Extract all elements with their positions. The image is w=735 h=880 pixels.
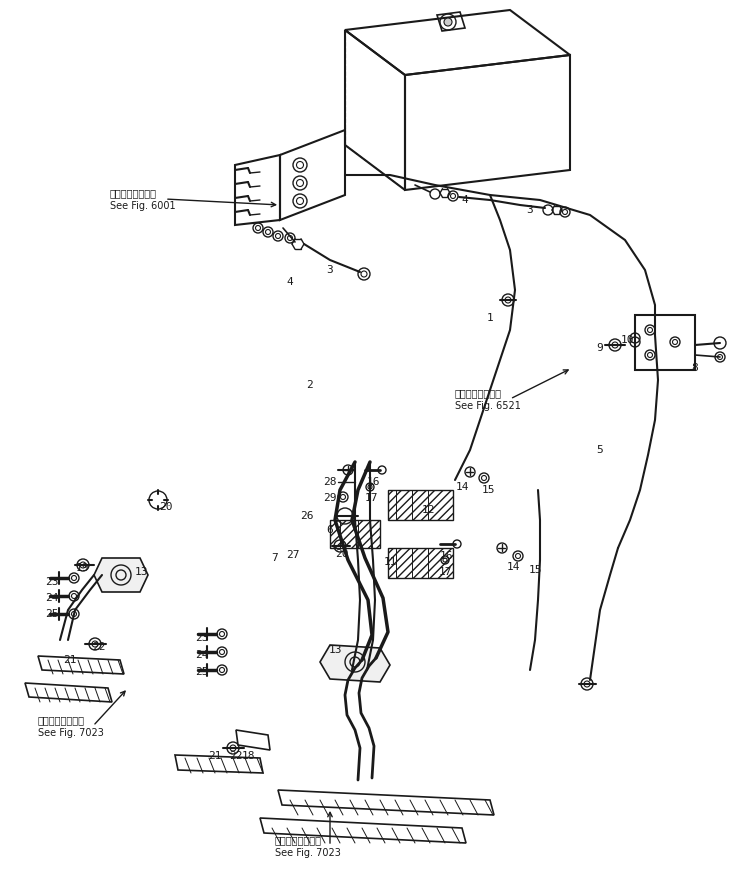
Text: 14: 14 — [506, 562, 520, 572]
Text: 1: 1 — [487, 313, 493, 323]
Text: 第６００１図参照: 第６００１図参照 — [110, 188, 157, 198]
Bar — [388, 490, 453, 520]
Text: 15: 15 — [481, 485, 495, 495]
Text: 14: 14 — [455, 482, 469, 492]
Text: 28: 28 — [323, 477, 337, 487]
Text: 15: 15 — [528, 565, 542, 575]
Text: 4: 4 — [287, 277, 293, 287]
Text: 16: 16 — [366, 477, 380, 487]
Text: 29: 29 — [323, 493, 337, 503]
Text: See Fig. 6521: See Fig. 6521 — [455, 401, 521, 411]
Text: 第７０２３図参照: 第７０２３図参照 — [275, 835, 322, 845]
Text: See Fig. 7023: See Fig. 7023 — [275, 848, 341, 858]
Text: 16: 16 — [440, 551, 453, 561]
Text: 第７０２３図参照: 第７０２３図参照 — [38, 715, 85, 725]
Polygon shape — [320, 645, 390, 682]
Text: 21: 21 — [63, 655, 76, 665]
Text: 24: 24 — [196, 650, 209, 660]
Text: 26: 26 — [301, 511, 314, 521]
Text: 13: 13 — [135, 567, 148, 577]
Text: 20: 20 — [159, 502, 173, 512]
Text: 25: 25 — [46, 609, 59, 619]
Text: 5: 5 — [597, 445, 603, 455]
Text: 13: 13 — [329, 645, 342, 655]
Text: 第６５２１図参照: 第６５２１図参照 — [455, 388, 502, 398]
Text: 25: 25 — [196, 667, 209, 677]
Text: 22: 22 — [229, 751, 243, 761]
Text: 4: 4 — [462, 195, 468, 205]
Text: 11: 11 — [383, 557, 397, 567]
Bar — [330, 520, 380, 548]
Text: 9: 9 — [597, 343, 603, 353]
Text: 2: 2 — [306, 380, 313, 390]
Text: 10: 10 — [620, 335, 634, 345]
Text: 17: 17 — [438, 567, 452, 577]
Bar — [388, 548, 453, 578]
Text: 7: 7 — [272, 553, 279, 563]
Text: 20: 20 — [335, 549, 348, 559]
Text: 24: 24 — [46, 593, 59, 603]
Text: 6: 6 — [326, 525, 334, 535]
Text: See Fig. 6001: See Fig. 6001 — [110, 201, 176, 211]
Text: 21: 21 — [208, 751, 222, 761]
Text: 19: 19 — [75, 563, 89, 573]
Text: 22: 22 — [93, 642, 106, 652]
Text: 18: 18 — [241, 751, 255, 761]
Text: See Fig. 7023: See Fig. 7023 — [38, 728, 104, 738]
Text: 3: 3 — [326, 265, 334, 275]
Circle shape — [444, 18, 452, 26]
Text: 12: 12 — [421, 505, 434, 515]
Text: 8: 8 — [692, 363, 698, 373]
Text: 17: 17 — [365, 493, 378, 503]
Text: 27: 27 — [286, 550, 300, 560]
Polygon shape — [94, 558, 148, 592]
Text: 3: 3 — [526, 205, 534, 215]
Text: 23: 23 — [196, 633, 209, 643]
Text: 23: 23 — [46, 577, 59, 587]
